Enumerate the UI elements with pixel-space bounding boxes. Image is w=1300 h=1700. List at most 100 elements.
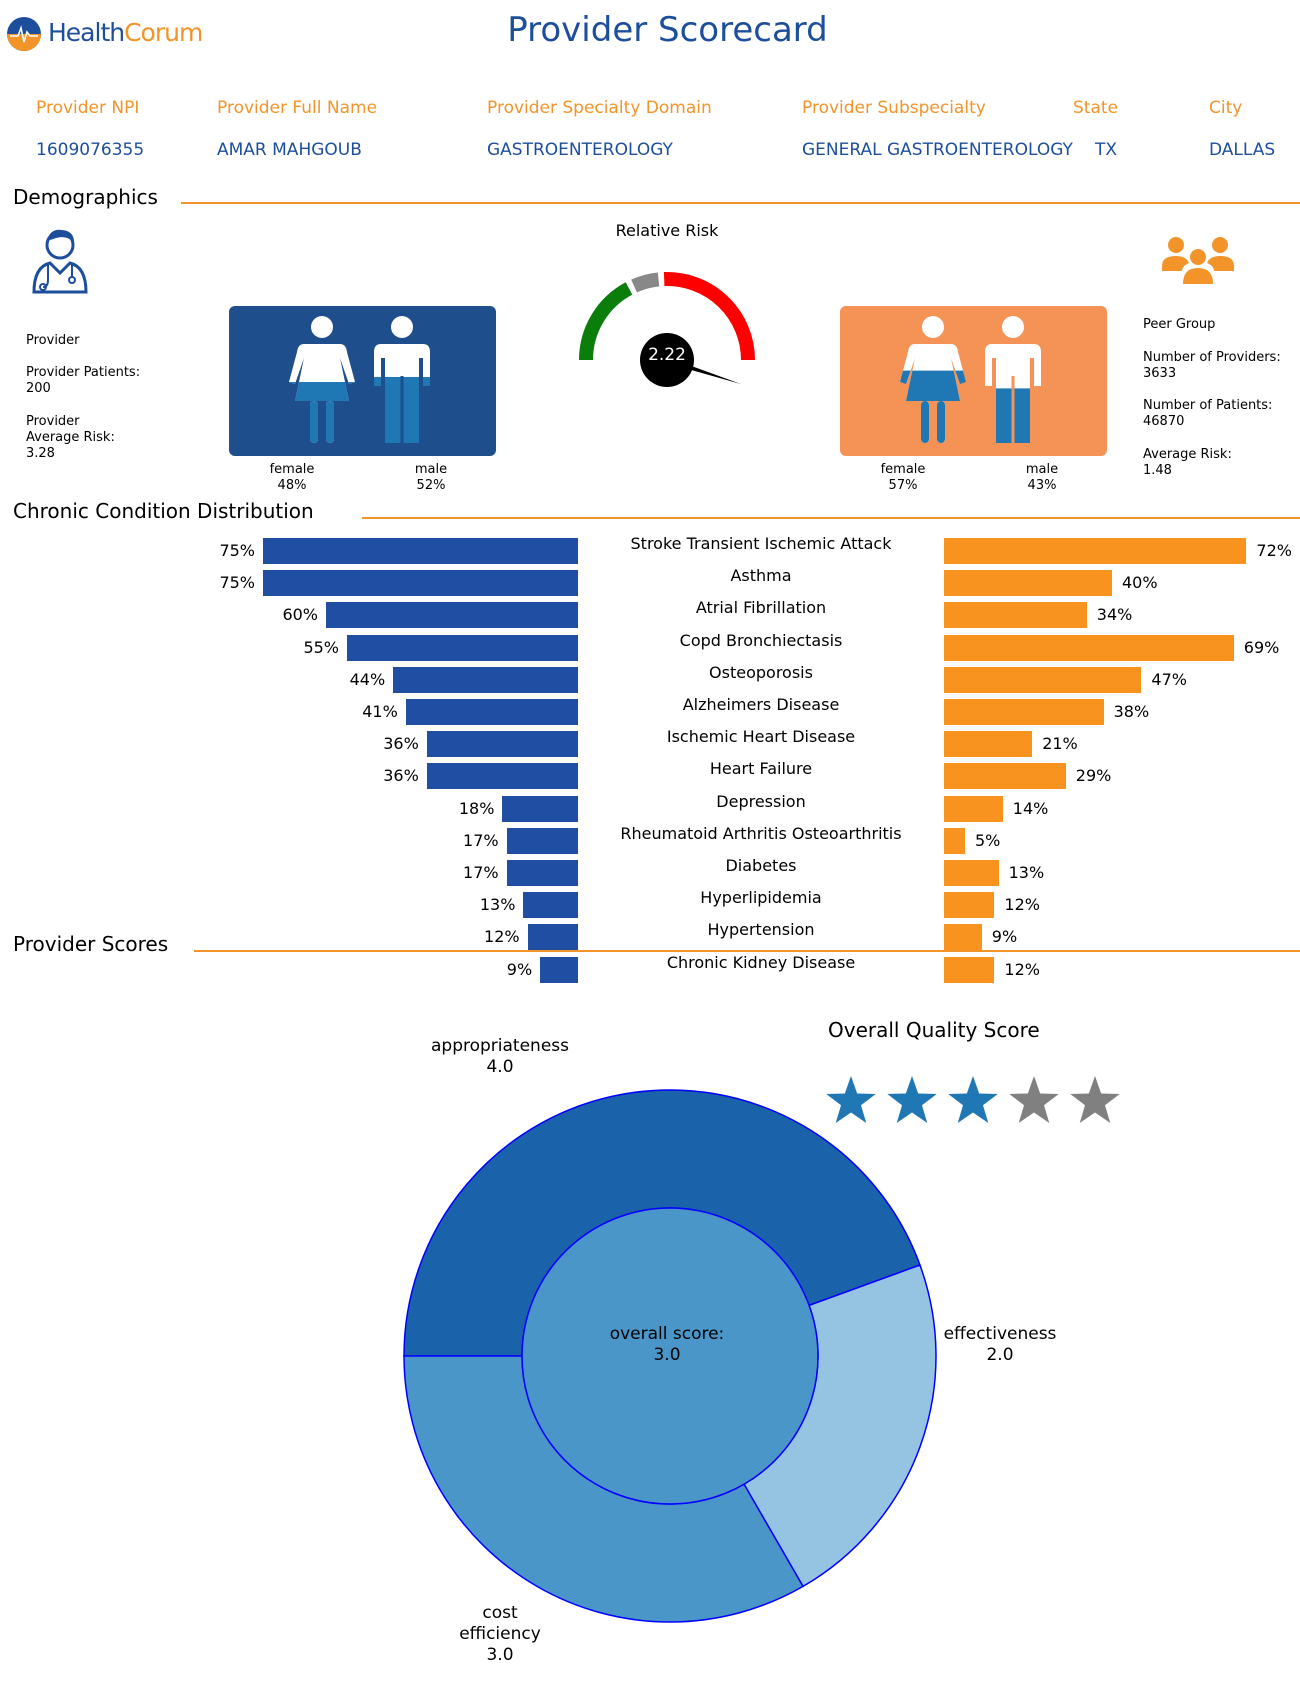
gauge-mid-segment <box>631 272 660 293</box>
condition-label: Hypertension <box>707 920 815 940</box>
logo-text-corum: Corum <box>124 18 203 47</box>
gauge-value: 2.22 <box>648 345 686 365</box>
peer-male-pct: 43% <box>1027 478 1057 493</box>
gauge-low-segment <box>579 282 633 361</box>
provider-bar <box>347 634 578 661</box>
peer-bar <box>944 602 1087 629</box>
provider-bar-label: 12% <box>484 927 520 947</box>
provider-risk-value: 3.28 <box>26 446 55 461</box>
gauge-high-segment <box>663 272 755 361</box>
full-name-value: AMAR MAHGOUB <box>217 140 362 160</box>
cost-efficiency-label-2: efficiency <box>459 1624 541 1644</box>
healthcorum-logo: HealthCorum <box>6 14 203 54</box>
provider-bar-label: 18% <box>458 798 495 818</box>
provider-risk-label-2: Average Risk: <box>26 430 115 445</box>
peer-risk-label: Average Risk: <box>1143 447 1232 462</box>
subspecialty-header: Provider Subspecialty <box>802 98 986 118</box>
city-header: City <box>1209 98 1243 118</box>
peer-bar-label: 13% <box>1008 863 1045 882</box>
peer-bar-label: 69% <box>1243 637 1280 657</box>
peer-bar <box>944 666 1142 693</box>
effectiveness-value: 2.0 <box>986 1345 1014 1365</box>
peer-bar <box>944 827 965 854</box>
condition-label: Chronic Kidney Disease <box>666 952 856 972</box>
donut-center <box>521 1207 819 1505</box>
peer-female-pct: 57% <box>888 478 918 493</box>
chronic-condition-chart: 75% 72% Stroke Transient Ischemic Attack 75… <box>0 530 1300 983</box>
provider-bar <box>426 763 578 790</box>
provider-score-donut <box>403 1089 937 1623</box>
peer-group-icon <box>1162 237 1234 284</box>
condition-label: Copd Bronchiectasis <box>679 630 843 650</box>
full-name-header: Provider Full Name <box>217 98 378 118</box>
peer-bar-label: 12% <box>1004 959 1040 979</box>
peer-female-figure-icon <box>900 316 966 443</box>
overall-score-label: overall score: <box>609 1324 725 1344</box>
cost-efficiency-value: 3.0 <box>486 1645 514 1665</box>
provider-bar <box>506 860 578 886</box>
peer-bar-label: 47% <box>1151 669 1187 689</box>
chronic-rule <box>362 517 1300 519</box>
page-title: Provider Scorecard <box>507 10 828 50</box>
provider-female-figure-icon <box>289 316 355 443</box>
condition-label: Osteoporosis <box>709 662 813 682</box>
peer-bar-label: 12% <box>1004 895 1040 915</box>
peer-bar <box>944 570 1112 597</box>
peer-female-fill <box>900 370 966 443</box>
provider-gender-box <box>229 306 496 456</box>
provider-bar <box>426 731 578 758</box>
city-value: DALLAS <box>1209 140 1276 160</box>
provider-bar-label: 17% <box>463 863 499 882</box>
condition-label: Hyperlipidemia <box>700 888 822 908</box>
condition-label: Depression <box>716 791 806 811</box>
peer-heading: Peer Group <box>1143 317 1216 332</box>
peer-bar <box>944 795 1003 822</box>
peer-bar <box>944 634 1234 661</box>
provider-bar <box>502 795 578 822</box>
provider-female-fill <box>289 382 355 443</box>
doctor-icon <box>32 229 88 294</box>
relative-risk-gauge <box>579 272 755 387</box>
peer-bar <box>944 892 995 919</box>
provider-male-pct: 52% <box>416 478 446 493</box>
star-filled-icon <box>887 1076 937 1124</box>
overall-score-value: 3.0 <box>653 1345 681 1365</box>
provider-bar-label: 13% <box>479 895 516 915</box>
provider-female-pct: 48% <box>277 478 307 493</box>
peer-bar-label: 29% <box>1075 766 1112 786</box>
specialty-value: GASTROENTEROLOGY <box>487 140 673 160</box>
provider-female-label: female <box>269 462 315 477</box>
provider-bar <box>523 892 578 919</box>
effectiveness-label: effectiveness <box>943 1324 1057 1344</box>
peer-bar-label: 9% <box>991 927 1018 947</box>
gauge-title: Relative Risk <box>615 221 719 240</box>
condition-label: Diabetes <box>725 856 797 875</box>
peer-providers-value: 3633 <box>1143 366 1177 381</box>
provider-bar <box>405 699 578 725</box>
peer-bar <box>944 956 995 983</box>
provider-bar-label: 75% <box>219 541 255 560</box>
provider-bar-label: 41% <box>362 702 398 721</box>
peer-risk-value: 1.48 <box>1143 463 1172 478</box>
peer-bar <box>944 763 1066 790</box>
provider-bar-label: 60% <box>282 605 318 625</box>
condition-label: Atrial Fibrillation <box>695 598 827 618</box>
provider-heading: Provider <box>26 333 80 348</box>
peer-female-label: female <box>880 462 926 477</box>
provider-bar <box>393 666 578 693</box>
peer-bar <box>944 860 999 886</box>
peer-bar <box>944 731 1033 758</box>
peer-male-figure-icon <box>985 316 1041 443</box>
provider-bar <box>527 924 578 951</box>
peer-bar <box>944 538 1247 564</box>
state-value: TX <box>1095 140 1118 160</box>
peer-bar-label: 72% <box>1256 541 1292 560</box>
peer-bar-label: 38% <box>1113 702 1150 721</box>
star-empty-icon <box>1070 1076 1120 1124</box>
peer-providers-label: Number of Providers: <box>1143 350 1281 365</box>
specialty-header: Provider Specialty Domain <box>487 98 712 118</box>
star-filled-icon <box>826 1076 876 1124</box>
scores-heading: Provider Scores <box>13 932 169 956</box>
scores-rule <box>194 950 1300 952</box>
provider-bar <box>263 538 578 564</box>
